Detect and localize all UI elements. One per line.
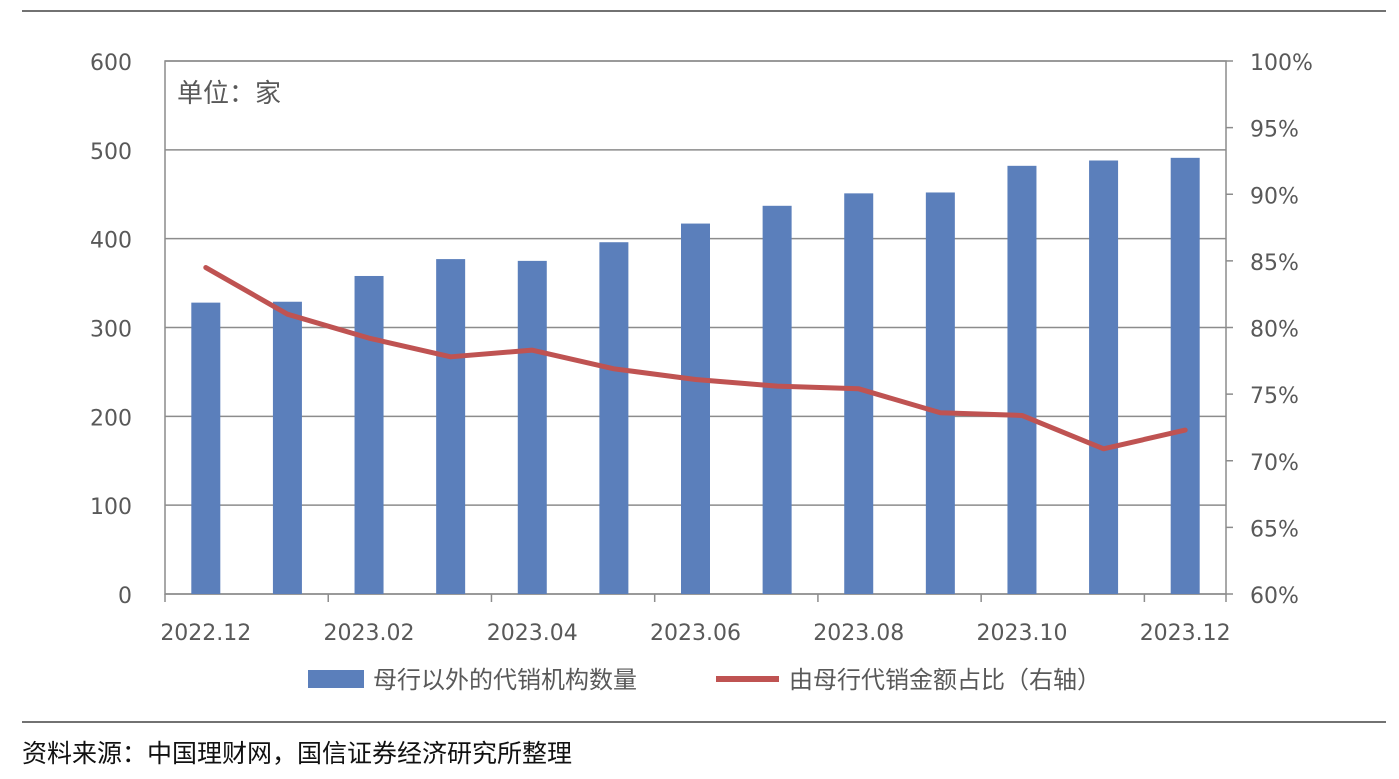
legend-bar-label: 母行以外的代销机构数量: [373, 666, 637, 694]
left-tick-label: 0: [118, 584, 132, 609]
right-tick-label: 70%: [1250, 451, 1299, 476]
bar: [762, 205, 792, 594]
right-axis-ticks: 60% 65% 70% 75% 80% 85% 90% 95% 100%: [1226, 51, 1313, 609]
left-axis-ticks: 0 100 200 300 400 500 600: [90, 51, 132, 609]
bar: [272, 301, 302, 594]
source-note: 资料来源：中国理财网，国信证券经济研究所整理: [22, 739, 573, 768]
legend-bar-swatch: [308, 670, 364, 688]
line-series: [203, 265, 1188, 452]
left-tick-label: 100: [90, 495, 132, 520]
x-axis-ticks: 2022.12 2023.02 2023.04 2023.06 2023.08 2023.…: [160, 594, 1231, 646]
left-tick-label: 600: [90, 51, 132, 76]
bar: [925, 192, 955, 594]
bar: [517, 260, 547, 594]
right-tick-label: 100%: [1250, 51, 1313, 76]
x-tick-label: 2023.02: [324, 621, 415, 646]
bar: [436, 259, 466, 594]
right-tick-label: 80%: [1250, 318, 1299, 343]
bar: [191, 302, 221, 594]
right-tick-label: 90%: [1250, 184, 1299, 209]
right-tick-label: 95%: [1250, 118, 1299, 143]
right-tick-label: 85%: [1250, 251, 1299, 276]
x-tick-label: 2023.12: [1140, 621, 1231, 646]
bar: [1007, 165, 1037, 594]
unit-label: 单位：家: [177, 79, 281, 109]
bar: [1089, 160, 1119, 594]
left-tick-label: 200: [90, 406, 132, 431]
line-path: [203, 265, 1188, 452]
x-tick-label: 2023.10: [976, 621, 1067, 646]
left-tick-label: 400: [90, 229, 132, 254]
x-tick-label: 2022.12: [160, 621, 251, 646]
left-tick-label: 500: [90, 140, 132, 165]
x-tick-label: 2023.04: [487, 621, 578, 646]
left-tick-label: 300: [90, 318, 132, 343]
right-tick-label: 65%: [1250, 517, 1299, 542]
bar: [1170, 157, 1200, 594]
x-tick-label: 2023.06: [650, 621, 741, 646]
x-tick-label: 2023.08: [813, 621, 904, 646]
right-tick-label: 60%: [1250, 584, 1299, 609]
bar: [599, 242, 629, 594]
bar: [681, 223, 710, 594]
bar: [354, 275, 384, 594]
legend-line-label: 由母行代销金额占比（右轴）: [789, 666, 1101, 694]
legend: 母行以外的代销机构数量 由母行代销金额占比（右轴）: [308, 666, 1101, 694]
bar-series: [191, 157, 1200, 594]
right-tick-label: 75%: [1250, 384, 1299, 409]
